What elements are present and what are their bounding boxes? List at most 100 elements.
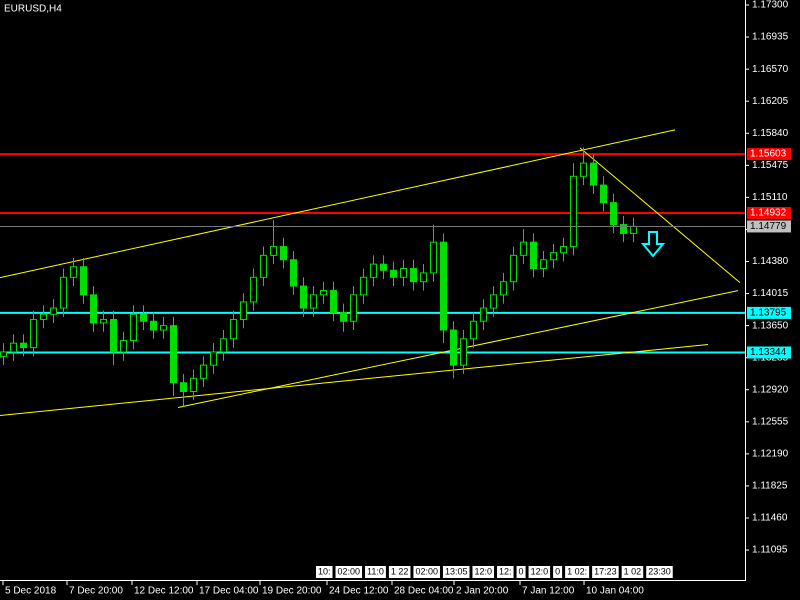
time-strip-box: [316, 566, 333, 578]
candle-body: [160, 325, 167, 331]
candle-body: [30, 318, 37, 349]
candle-body: [250, 276, 257, 303]
time-strip-label: 10:: [318, 566, 331, 576]
candle-body: [450, 329, 457, 366]
current-price-label: 1.14779: [750, 221, 787, 232]
time-strip-label: 12:0: [475, 566, 493, 576]
time-strip-box: [388, 566, 411, 578]
y-tick-label: 1.11825: [752, 481, 788, 492]
current-price-box: [747, 220, 791, 233]
x-tick-label: 2 Jan 20:00: [456, 586, 509, 597]
candle-body: [60, 276, 67, 309]
candle-body: [320, 289, 327, 296]
time-strip-label: 12:: [499, 566, 512, 576]
time-strip-box: [565, 566, 590, 578]
time-strip-label: 02:00: [338, 566, 361, 576]
candle-body: [260, 254, 267, 278]
candle-body: [410, 268, 417, 283]
level-label: 1.15603: [750, 149, 787, 160]
time-strip-label: 11:0: [367, 566, 384, 576]
time-strip-label: 1 02: [624, 566, 642, 576]
x-tick-label: 17 Dec 04:00: [199, 586, 259, 597]
x-tick-label: 24 Dec 12:00: [329, 586, 389, 597]
trendline: [177, 290, 739, 408]
candle-body: [230, 318, 237, 340]
candle-body: [630, 225, 637, 234]
candle-body: [240, 301, 247, 320]
time-strip-label: 02:00: [415, 566, 438, 576]
candle-body: [620, 224, 627, 234]
y-tick-label: 1.15110: [752, 192, 788, 203]
x-tick-label: 12 Dec 12:00: [134, 586, 194, 597]
y-tick-label: 1.16570: [752, 64, 789, 75]
candle-body: [420, 272, 427, 283]
x-tick-label: 10 Jan 04:00: [586, 586, 644, 597]
time-strip-box: [442, 566, 470, 578]
time-strip-box: [528, 566, 551, 578]
trendline: [579, 147, 741, 284]
x-tick-label: 19 Dec 20:00: [262, 586, 322, 597]
candle-body: [610, 202, 617, 226]
y-tick-label: 1.15475: [752, 160, 789, 171]
candle-body: [80, 266, 87, 296]
candle-body: [140, 313, 147, 322]
candle-body: [390, 269, 397, 278]
candle-body: [510, 254, 517, 283]
candle-body: [270, 246, 277, 256]
candle-body: [310, 294, 317, 309]
candle-body: [20, 342, 27, 349]
candle-body: [560, 246, 567, 254]
x-tick-label: 7 Jan 12:00: [522, 586, 575, 597]
time-strip-box: [553, 566, 563, 578]
candle-body: [330, 289, 337, 313]
time-strip-label: 13:05: [445, 566, 468, 576]
candle-body: [520, 241, 527, 256]
y-tick-label: 1.14380: [752, 256, 789, 267]
candle-body: [0, 351, 7, 357]
y-tick-label: 1.12555: [752, 416, 789, 427]
candle-body: [100, 318, 107, 324]
level-label: 1.14932: [750, 208, 787, 219]
time-strip-label: 0: [519, 566, 524, 576]
candle-body: [220, 338, 227, 353]
chart-title: EURUSD,H4: [4, 4, 62, 15]
candle-body: [180, 382, 187, 392]
level-label: 1.13344: [750, 347, 787, 358]
time-strip-label: 12:0: [531, 566, 549, 576]
time-strip-box: [621, 566, 644, 578]
candle-body: [470, 320, 477, 340]
trendline: [0, 344, 709, 416]
level-label-box: [747, 346, 791, 359]
candle-body: [600, 184, 607, 204]
candle-body: [580, 162, 587, 177]
time-strip-box: [646, 566, 673, 578]
time-strip-box: [413, 566, 440, 578]
y-tick-label: 1.16935: [752, 32, 789, 43]
candle-body: [120, 340, 127, 353]
candle-body: [290, 259, 297, 287]
level-label-box: [747, 207, 791, 220]
level-label: 1.13795: [750, 308, 787, 319]
candle-body: [440, 241, 447, 331]
time-strip-label: 23:30: [648, 566, 671, 576]
candle-body: [170, 325, 177, 384]
x-tick-label: 5 Dec 2018: [5, 586, 57, 597]
y-tick-label: 1.14015: [752, 288, 789, 299]
candle-body: [430, 241, 437, 274]
time-strip-box: [335, 566, 363, 578]
time-strip-box: [592, 566, 619, 578]
candle-body: [200, 364, 207, 379]
sell-arrow: [640, 231, 666, 258]
candle-body: [370, 263, 377, 278]
y-tick-label: 1.16205: [752, 96, 789, 107]
candle-body: [490, 294, 497, 309]
candle-body: [300, 285, 307, 309]
candle-body: [380, 263, 387, 271]
candle-body: [540, 259, 547, 270]
x-tick-label: 7 Dec 20:00: [69, 586, 123, 597]
candle-body: [90, 294, 97, 324]
y-tick-label: 1.15840: [752, 128, 789, 139]
